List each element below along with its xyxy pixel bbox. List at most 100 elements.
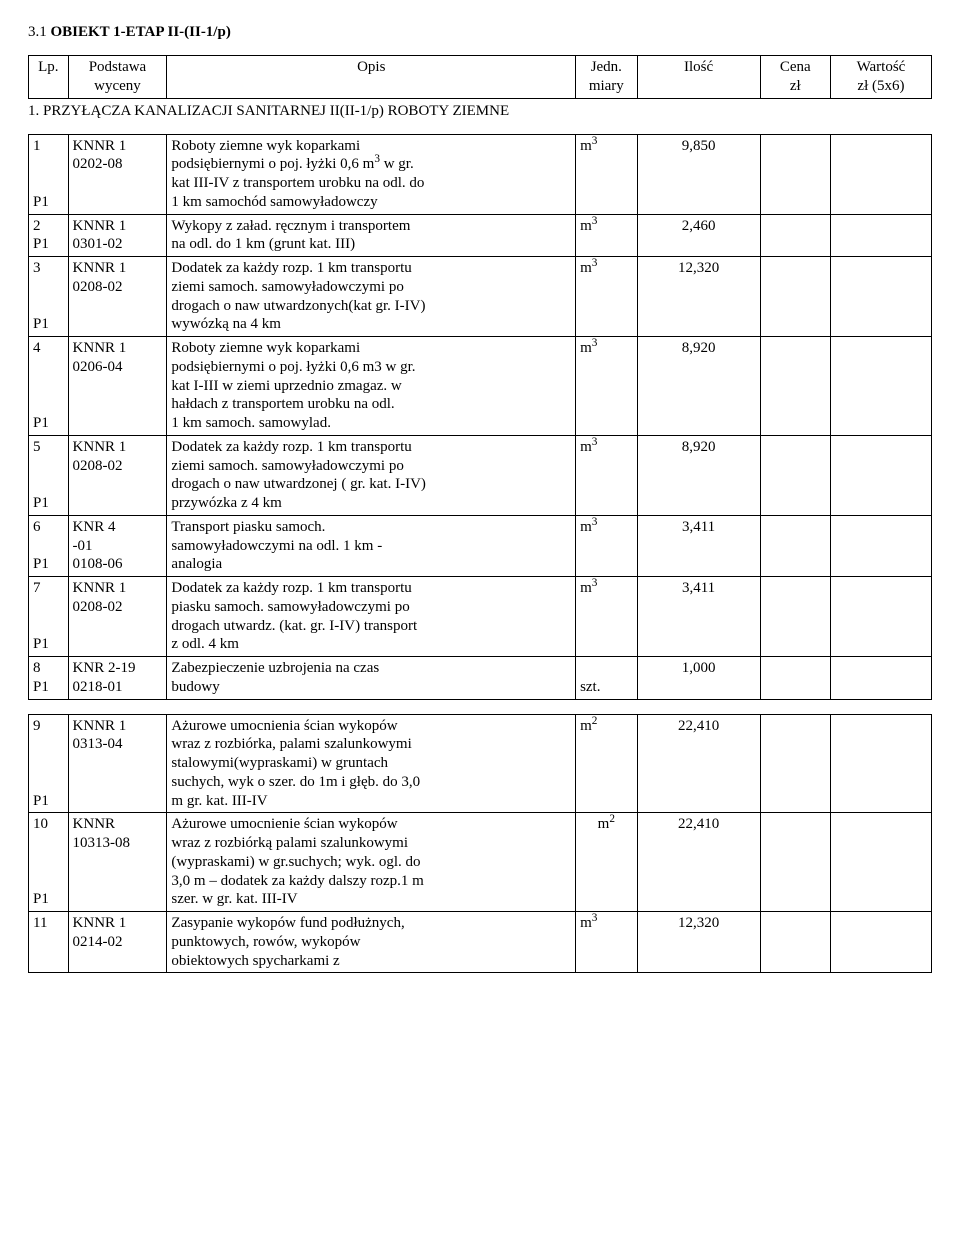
cell-podstawa: KNNR 10208-02 — [68, 435, 167, 515]
cell-lp: 6 P1 — [29, 515, 69, 576]
cell-lp: 3 P1 — [29, 257, 69, 337]
cell-jedn: m3 — [576, 214, 638, 257]
cell-jedn: m3 — [576, 257, 638, 337]
table-row: 9 P1 KNNR 10313-04 Ażurowe umocnienia śc… — [29, 714, 932, 813]
table-row: 1 P1 KNNR 10202-08 Roboty ziemne wyk kop… — [29, 134, 932, 214]
cell-ilosc: 22,410 — [637, 813, 760, 912]
cell-wartosc — [830, 813, 931, 912]
header-table: Lp. Podstawa wyceny Opis Jedn. miary Ilo… — [28, 55, 932, 99]
cell-cena — [760, 214, 830, 257]
cell-lp: 5 P1 — [29, 435, 69, 515]
cell-wartosc — [830, 337, 931, 436]
table-row: 4 P1 KNNR 10206-04 Roboty ziemne wyk kop… — [29, 337, 932, 436]
cell-jedn: m2 — [576, 714, 638, 813]
cell-jedn: m3 — [576, 435, 638, 515]
cell-cena — [760, 257, 830, 337]
cell-opis: Ażurowe umocnienie ścian wykopówwraz z r… — [167, 813, 576, 912]
cell-opis: Zasypanie wykopów fund podłużnych,punkto… — [167, 912, 576, 973]
cell-ilosc: 2,460 — [637, 214, 760, 257]
cell-lp: 9 P1 — [29, 714, 69, 813]
cell-opis: Wykopy z załad. ręcznym i transportemna … — [167, 214, 576, 257]
col-opis: Opis — [167, 56, 576, 99]
cell-jedn: m3 — [576, 515, 638, 576]
cell-opis: Dodatek za każdy rozp. 1 km transportuzi… — [167, 435, 576, 515]
cell-opis: Dodatek za każdy rozp. 1 km transportuzi… — [167, 257, 576, 337]
rows-table-1: 1 P1 KNNR 10202-08 Roboty ziemne wyk kop… — [28, 134, 932, 700]
cell-podstawa: KNR 2-190218-01 — [68, 657, 167, 700]
cell-opis: Roboty ziemne wyk koparkamipodsiębiernym… — [167, 134, 576, 214]
cell-cena — [760, 337, 830, 436]
table-row: 7 P1 KNNR 10208-02 Dodatek za każdy rozp… — [29, 577, 932, 657]
col-ilosc: Ilość — [637, 56, 760, 99]
cell-lp: 7 P1 — [29, 577, 69, 657]
cell-ilosc: 3,411 — [637, 515, 760, 576]
cell-wartosc — [830, 577, 931, 657]
cell-podstawa: KNNR 10206-04 — [68, 337, 167, 436]
cell-podstawa: KNNR 10313-04 — [68, 714, 167, 813]
cell-cena — [760, 515, 830, 576]
cell-wartosc — [830, 214, 931, 257]
col-wartosc: Wartość zł (5x6) — [830, 56, 931, 99]
table-row: 3 P1 KNNR 10208-02 Dodatek za każdy rozp… — [29, 257, 932, 337]
cell-ilosc: 12,320 — [637, 912, 760, 973]
cell-opis: Roboty ziemne wyk koparkamipodsiębiernym… — [167, 337, 576, 436]
cell-ilosc: 8,920 — [637, 435, 760, 515]
col-cena: Cena zł — [760, 56, 830, 99]
cell-wartosc — [830, 714, 931, 813]
table-row: 11 KNNR 10214-02 Zasypanie wykopów fund … — [29, 912, 932, 973]
cell-podstawa: KNNR 10202-08 — [68, 134, 167, 214]
cell-ilosc: 3,411 — [637, 577, 760, 657]
cell-cena — [760, 714, 830, 813]
cell-lp: 10 P1 — [29, 813, 69, 912]
cell-jedn: m3 — [576, 577, 638, 657]
table-row: 6 P1 KNR 4-010108-06 Transport piasku sa… — [29, 515, 932, 576]
cell-lp: 4 P1 — [29, 337, 69, 436]
section1-title: 1. PRZYŁĄCZA KANALIZACJI SANITARNEJ II(I… — [28, 103, 932, 120]
cell-wartosc — [830, 435, 931, 515]
cell-ilosc: 12,320 — [637, 257, 760, 337]
table-row: 10 P1 KNNR10313-08 Ażurowe umocnienie śc… — [29, 813, 932, 912]
col-podstawa: Podstawa wyceny — [68, 56, 167, 99]
cell-podstawa: KNNR 10208-02 — [68, 577, 167, 657]
cell-cena — [760, 813, 830, 912]
col-jedn: Jedn. miary — [576, 56, 638, 99]
cell-ilosc: 8,920 — [637, 337, 760, 436]
section-heading: 3.1 OBIEKT 1-ETAP II-(II-1/p) — [28, 24, 932, 41]
col-lp: Lp. — [29, 56, 69, 99]
cell-podstawa: KNR 4-010108-06 — [68, 515, 167, 576]
cell-podstawa: KNNR 10301-02 — [68, 214, 167, 257]
table-row: 5 P1 KNNR 10208-02 Dodatek za każdy rozp… — [29, 435, 932, 515]
cell-jedn: szt. — [576, 657, 638, 700]
cell-podstawa: KNNR 10214-02 — [68, 912, 167, 973]
cell-opis: Transport piasku samoch.samowyładowczymi… — [167, 515, 576, 576]
cell-wartosc — [830, 134, 931, 214]
cell-wartosc — [830, 912, 931, 973]
cell-jedn: m2 — [576, 813, 638, 912]
table-row: 8P1 KNR 2-190218-01 Zabezpieczenie uzbro… — [29, 657, 932, 700]
cell-ilosc: 9,850 — [637, 134, 760, 214]
heading-prefix: 3.1 — [28, 24, 51, 40]
cell-wartosc — [830, 515, 931, 576]
cell-podstawa: KNNR 10208-02 — [68, 257, 167, 337]
cell-opis: Zabezpieczenie uzbrojenia na czasbudowy — [167, 657, 576, 700]
cell-cena — [760, 435, 830, 515]
cell-lp: 1 P1 — [29, 134, 69, 214]
cell-lp: 2P1 — [29, 214, 69, 257]
cell-jedn: m3 — [576, 912, 638, 973]
cell-opis: Ażurowe umocnienia ścian wykopówwraz z r… — [167, 714, 576, 813]
cell-wartosc — [830, 657, 931, 700]
heading-bold: OBIEKT 1-ETAP II-(II-1/p) — [51, 24, 231, 40]
cell-cena — [760, 577, 830, 657]
cell-opis: Dodatek za każdy rozp. 1 km transportupi… — [167, 577, 576, 657]
cell-lp: 8P1 — [29, 657, 69, 700]
cell-jedn: m3 — [576, 337, 638, 436]
cell-cena — [760, 134, 830, 214]
cell-lp: 11 — [29, 912, 69, 973]
header-row: Lp. Podstawa wyceny Opis Jedn. miary Ilo… — [29, 56, 932, 99]
cell-cena — [760, 912, 830, 973]
cell-podstawa: KNNR10313-08 — [68, 813, 167, 912]
cell-ilosc: 22,410 — [637, 714, 760, 813]
rows-table-2: 9 P1 KNNR 10313-04 Ażurowe umocnienia śc… — [28, 714, 932, 974]
cell-ilosc: 1,000 — [637, 657, 760, 700]
cell-wartosc — [830, 257, 931, 337]
